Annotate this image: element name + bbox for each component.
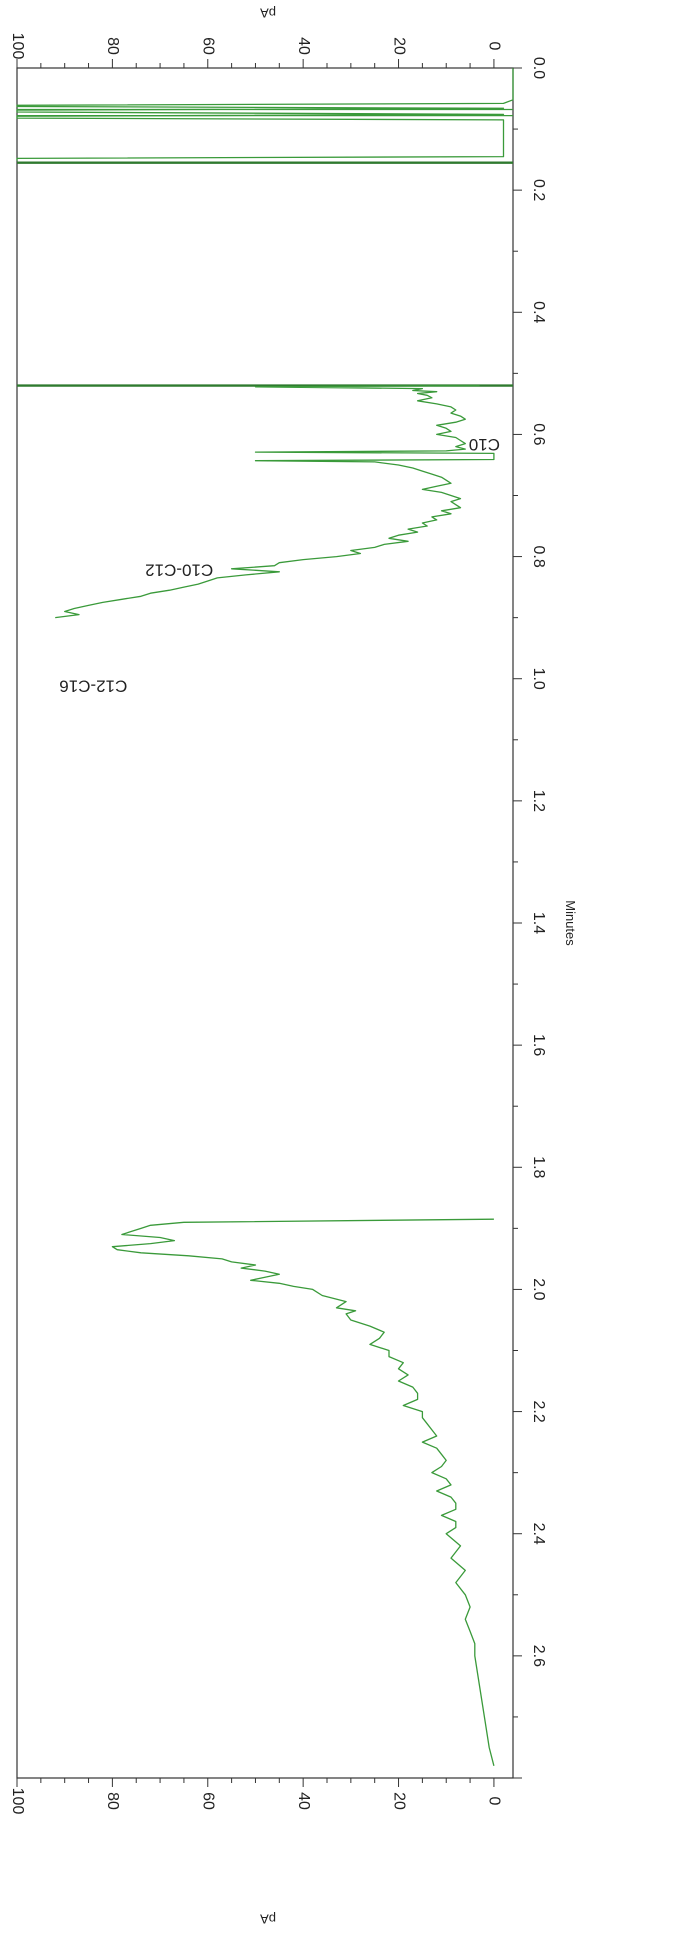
x-axis-label: Minutes <box>563 900 578 946</box>
x-axis-ticks: 0.0 0.2 0.4 0.6 0.8 1.0 1.2 1.4 1.6 1.8 2.0 2.2 2.4 2… <box>513 57 547 1779</box>
y-tick-label-bottom: 80 <box>104 1792 121 1810</box>
plot-frame <box>16 67 514 1779</box>
y-axis-ticks-bottom: 0 20 40 60 80 100 <box>9 1778 503 1814</box>
x-tick-label: 2.0 <box>530 1278 547 1300</box>
y-tick-label-top: 80 <box>104 37 121 55</box>
y-tick-label-top: 40 <box>295 37 312 55</box>
marker-lines <box>17 108 513 387</box>
x-tick-label: 2.6 <box>530 1645 547 1667</box>
y-tick-label-bottom: 40 <box>295 1792 312 1810</box>
y-tick-label-top: 0 <box>486 42 503 51</box>
y-tick-label-top: 100 <box>9 33 26 60</box>
y-axis-ticks-top: 0 20 40 60 80 100 <box>9 33 503 68</box>
annotation-0: C10 <box>469 435 500 454</box>
y-tick-label-bottom: 100 <box>9 1788 26 1815</box>
annotation-2: C12-C16 <box>59 676 127 695</box>
x-tick-label: 1.2 <box>530 790 547 812</box>
y-tick-label-bottom: 20 <box>390 1792 407 1810</box>
x-tick-label: 2.2 <box>530 1400 547 1422</box>
x-tick-label: 0.6 <box>530 423 547 445</box>
x-tick-label: 0.0 <box>530 57 547 79</box>
x-tick-label: 1.8 <box>530 1156 547 1178</box>
annotation-1: C10-C12 <box>145 560 213 579</box>
y-axis-label-top: pA <box>260 6 276 21</box>
y-tick-label-bottom: 0 <box>486 1797 503 1806</box>
peak-annotations: C10 C10-C12 C12-C16 <box>59 435 500 695</box>
x-tick-label: 1.4 <box>530 912 547 934</box>
x-tick-label: 1.6 <box>530 1034 547 1056</box>
y-tick-label-bottom: 60 <box>200 1792 217 1810</box>
y-tick-label-top: 60 <box>200 37 217 55</box>
y-axis-label-bottom: pA <box>260 1912 276 1927</box>
x-tick-label: 0.8 <box>530 545 547 567</box>
signal-trace-0 <box>16 68 514 161</box>
y-tick-label-top: 20 <box>390 37 407 55</box>
x-tick-label: 2.4 <box>530 1523 547 1545</box>
x-tick-label: 0.2 <box>530 179 547 201</box>
signal-trace-1 <box>55 384 495 619</box>
signal-trace-2 <box>111 1218 495 1766</box>
x-tick-label: 1.0 <box>530 668 547 690</box>
x-tick-label: 0.4 <box>530 301 547 323</box>
signal-traces <box>16 68 514 1766</box>
